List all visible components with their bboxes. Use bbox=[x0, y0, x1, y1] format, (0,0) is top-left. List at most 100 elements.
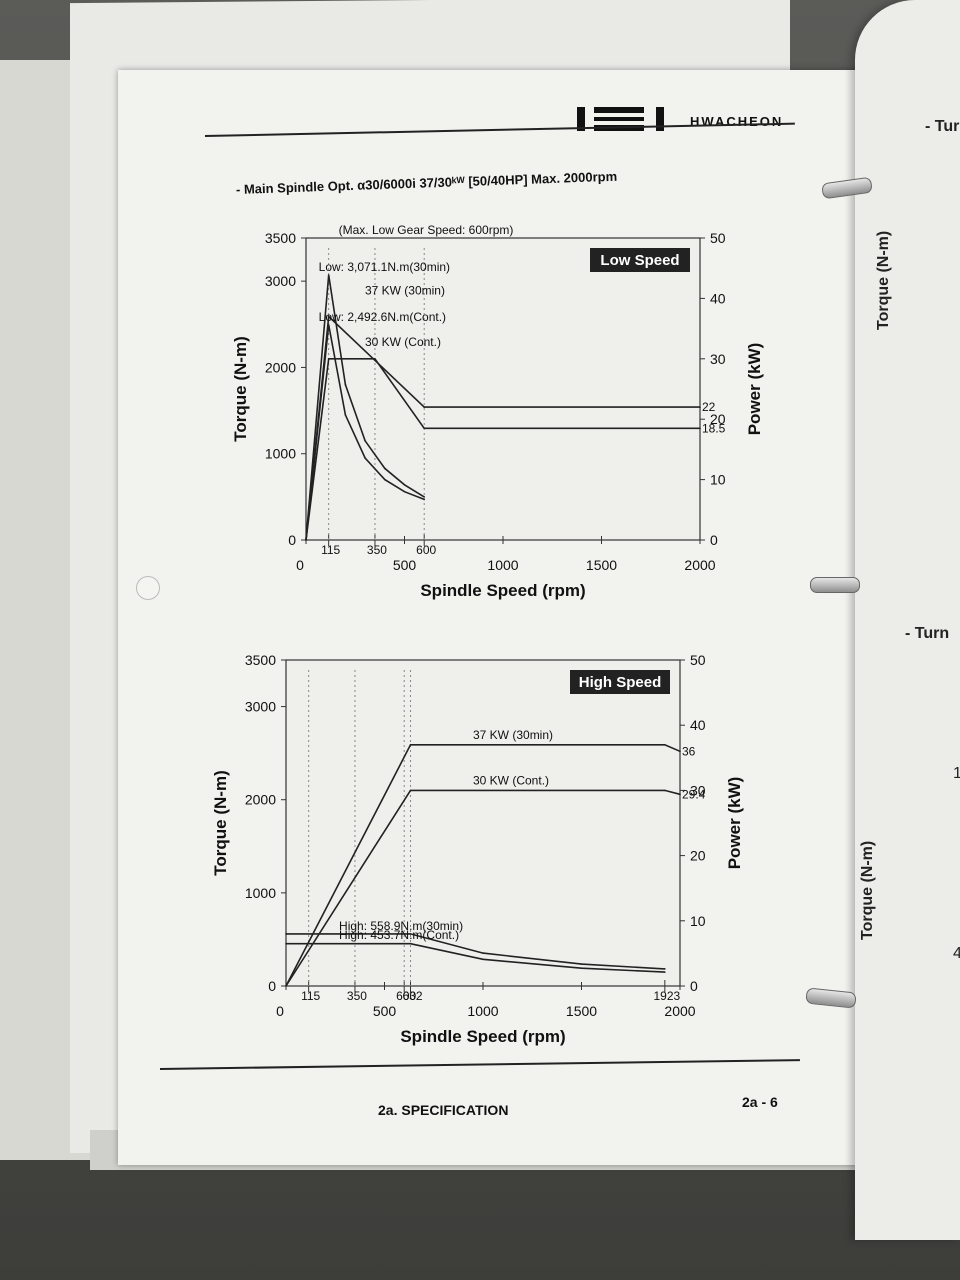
series-point bbox=[423, 427, 425, 430]
series-point bbox=[403, 483, 406, 486]
series-point bbox=[482, 952, 484, 954]
y-right-mark-label: 36 bbox=[682, 744, 696, 758]
y-left-axis-title: Torque (N-m) bbox=[211, 770, 230, 875]
next-page-digit-1: 1 bbox=[953, 765, 960, 782]
x-tick-label: 2000 bbox=[664, 1003, 695, 1019]
series-point bbox=[327, 324, 330, 326]
mode-badge-bg bbox=[570, 670, 670, 694]
next-page-axis-top: Torque (N-m) bbox=[875, 230, 892, 330]
y-left-tick-label: 1000 bbox=[245, 885, 276, 901]
series-point bbox=[679, 750, 681, 753]
series-point bbox=[374, 358, 376, 360]
x-axis-title: Spindle Speed (rpm) bbox=[400, 1027, 565, 1046]
annotation-label: 30 KW (Cont.) bbox=[473, 773, 549, 787]
series-point bbox=[423, 406, 425, 408]
mode-badge-bg bbox=[590, 248, 690, 272]
series-point bbox=[364, 457, 366, 459]
x-mark-label: 350 bbox=[367, 543, 387, 557]
mode-badge-label: Low Speed bbox=[600, 252, 679, 269]
plot-area bbox=[285, 659, 681, 987]
y-right-tick-label: 10 bbox=[710, 472, 726, 488]
mode-badge-label: High Speed bbox=[579, 674, 662, 691]
y-left-tick-label: 3500 bbox=[265, 230, 296, 246]
x-mark-label: 115 bbox=[321, 543, 340, 557]
footer-section: 2a. SPECIFICATION bbox=[378, 1102, 509, 1118]
series-point bbox=[344, 383, 347, 386]
series-point bbox=[409, 933, 412, 935]
series-point bbox=[409, 942, 412, 945]
series-point bbox=[384, 467, 386, 470]
x-tick-label: 2000 bbox=[684, 557, 715, 573]
annotation-label: Low: 3,071.1N.m(30min) bbox=[319, 260, 450, 274]
y-right-tick-label: 20 bbox=[710, 411, 726, 427]
x-tick-label: 500 bbox=[373, 1003, 397, 1019]
brand-logo-bar-mid bbox=[594, 117, 644, 121]
x-mark-label: 632 bbox=[402, 989, 422, 1003]
series-point bbox=[664, 971, 666, 973]
series-point bbox=[679, 793, 681, 796]
annotation-label: Low: 2,492.6N.m(Cont.) bbox=[319, 310, 446, 324]
series-point bbox=[409, 789, 412, 792]
series-point bbox=[344, 414, 347, 416]
x-tick-label: 1500 bbox=[566, 1003, 597, 1019]
next-page-heading-mid: - Turn bbox=[905, 625, 950, 642]
series-point bbox=[423, 498, 425, 501]
x-axis-title: Spindle Speed (rpm) bbox=[420, 581, 585, 600]
x-mark-label: 115 bbox=[301, 989, 320, 1003]
y-left-tick-label: 3500 bbox=[245, 652, 276, 668]
y-left-tick-label: 2000 bbox=[245, 792, 276, 808]
binder-ring-middle bbox=[810, 577, 860, 593]
y-right-tick-label: 10 bbox=[690, 913, 706, 929]
y-right-tick-label: 50 bbox=[690, 652, 706, 668]
series-point bbox=[327, 274, 330, 276]
series-point bbox=[384, 478, 386, 481]
annotation-label: 37 KW (30min) bbox=[473, 728, 553, 742]
y-right-axis-title: Power (kW) bbox=[745, 343, 764, 436]
y-right-tick-label: 40 bbox=[710, 290, 726, 306]
series-point bbox=[580, 963, 583, 965]
series-point bbox=[285, 985, 287, 987]
y-right-tick-label: 50 bbox=[710, 230, 726, 246]
x-mark-label: 600 bbox=[396, 989, 416, 1003]
annotation-label: High: 453.7N.m(Cont.) bbox=[339, 928, 459, 942]
y-right-tick-label: 20 bbox=[690, 848, 706, 864]
x-tick-label: 0 bbox=[276, 1003, 284, 1019]
next-page: - Tur - Turn Torque (N-m) Torque (N-m) 1… bbox=[855, 0, 960, 1240]
brand-logo-bar-right bbox=[656, 107, 664, 131]
y-right-tick-label: 30 bbox=[690, 782, 706, 798]
x-tick-label: 500 bbox=[393, 557, 417, 573]
punch-hole bbox=[136, 576, 160, 600]
x-mark-label: 350 bbox=[347, 989, 367, 1003]
series-point bbox=[482, 958, 484, 961]
y-right-tick-label: 0 bbox=[710, 532, 718, 548]
y-right-tick-label: 30 bbox=[710, 351, 726, 367]
series-point bbox=[364, 439, 366, 442]
series-point bbox=[403, 490, 406, 493]
brand-logo-bar-left bbox=[577, 107, 585, 131]
series-point bbox=[664, 789, 666, 792]
y-left-tick-label: 0 bbox=[268, 978, 276, 994]
y-left-tick-label: 2000 bbox=[265, 359, 296, 375]
y-left-axis-title: Torque (N-m) bbox=[231, 336, 250, 441]
x-tick-label: 0 bbox=[296, 557, 304, 573]
series-point bbox=[285, 942, 287, 945]
series-point bbox=[285, 933, 287, 935]
series-point bbox=[580, 967, 583, 970]
next-page-axis-bottom: Torque (N-m) bbox=[859, 840, 876, 940]
annotation-label: High: 558.9N.m(30min) bbox=[339, 919, 463, 933]
y-left-tick-label: 0 bbox=[288, 532, 296, 548]
brand-name: HWACHEON bbox=[690, 114, 784, 129]
series-line-1 bbox=[285, 789, 681, 987]
brand-logo-bar-top bbox=[594, 107, 644, 113]
y-right-tick-label: 40 bbox=[690, 717, 706, 733]
next-page-digit-2: 4 bbox=[953, 945, 960, 962]
x-tick-label: 1500 bbox=[586, 557, 617, 573]
x-mark-label: 1923 bbox=[653, 989, 680, 1003]
y-right-mark-label: 18.5 bbox=[702, 421, 726, 435]
series-point bbox=[409, 743, 412, 746]
x-tick-label: 1000 bbox=[467, 1003, 498, 1019]
series-line-0 bbox=[285, 744, 681, 987]
y-left-tick-label: 3000 bbox=[265, 273, 296, 289]
series-point bbox=[305, 539, 307, 541]
